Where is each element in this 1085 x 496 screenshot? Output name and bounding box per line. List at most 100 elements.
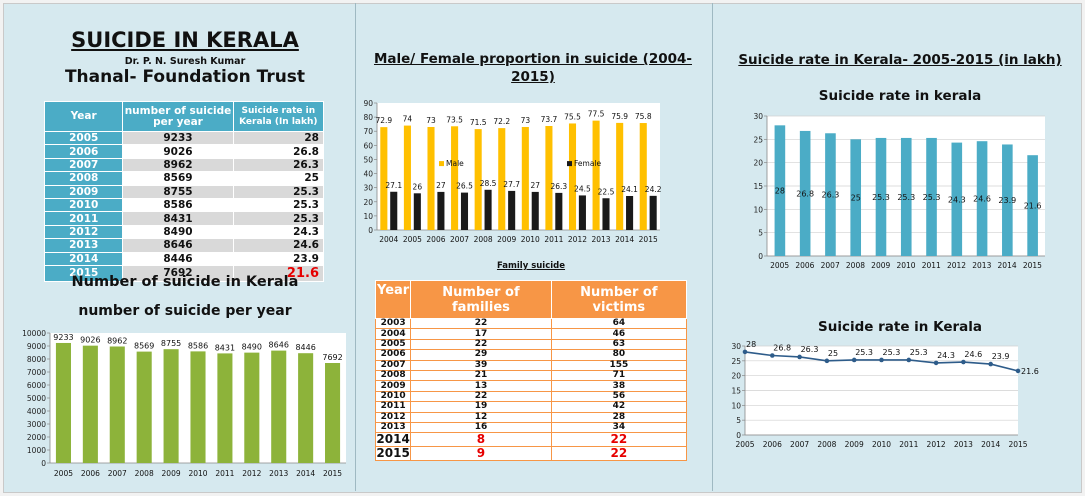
count-chart-title: Number of suicide in Kerala bbox=[71, 274, 299, 290]
data-label: 26.5 bbox=[456, 182, 473, 191]
table-row: 2005 9233 28 bbox=[43, 130, 325, 146]
y-tick-label: 1000 bbox=[27, 446, 46, 455]
bar-2009 bbox=[875, 137, 887, 256]
y-tick-label: 6000 bbox=[27, 381, 46, 390]
bar-2012 bbox=[951, 142, 963, 256]
bar-male-2005 bbox=[403, 125, 411, 230]
family-year-cell: 2015 bbox=[374, 446, 412, 462]
victims-cell: 155 bbox=[550, 359, 688, 371]
data-label: 8446 bbox=[295, 343, 315, 352]
y-tick-label: 15 bbox=[753, 182, 763, 191]
victims-cell: 42 bbox=[550, 401, 688, 413]
year-cell: 2013 bbox=[43, 238, 124, 253]
y-tick-label: 90 bbox=[363, 99, 373, 108]
y-tick-label: 20 bbox=[363, 198, 373, 207]
y-tick-label: 25 bbox=[731, 357, 741, 366]
bar-2014 bbox=[298, 353, 314, 463]
x-tick-label: 2011 bbox=[544, 235, 563, 244]
rate-cell: 24.6 bbox=[232, 238, 325, 253]
x-tick-label: 2005 bbox=[403, 235, 422, 244]
victims-cell: 28 bbox=[550, 411, 688, 423]
point-2010 bbox=[879, 357, 884, 363]
bar-2015 bbox=[325, 363, 341, 463]
count-chart-subtitle: number of suicide per year bbox=[78, 303, 292, 319]
bar-male-2010 bbox=[521, 126, 529, 230]
x-tick-label: 2006 bbox=[81, 469, 100, 478]
bar-2012 bbox=[244, 352, 260, 463]
year-cell: 2015 bbox=[43, 264, 124, 282]
bar-2011 bbox=[926, 137, 937, 256]
family-year-cell: 2010 bbox=[374, 390, 412, 403]
x-tick-label: 2010 bbox=[521, 235, 540, 244]
y-tick-label: 30 bbox=[753, 112, 763, 121]
data-label: 73.7 bbox=[541, 115, 558, 124]
families-cell: 16 bbox=[410, 421, 552, 434]
point-2011 bbox=[906, 357, 912, 363]
family-suicide-table: Year Number of families Number of victim… bbox=[374, 280, 688, 462]
x-tick-label: 2011 bbox=[899, 440, 918, 449]
families-cell: 39 bbox=[410, 359, 552, 371]
x-tick-label: 2013 bbox=[972, 261, 991, 270]
table-row: 2014 8446 23.9 bbox=[43, 251, 325, 266]
x-tick-label: 2005 bbox=[54, 469, 73, 478]
rate-cell: 26.8 bbox=[232, 144, 325, 159]
x-tick-label: 2015 bbox=[1008, 440, 1027, 449]
rate-panel-heading: Suicide rate in Kerala- 2005-2015 (in la… bbox=[738, 52, 1062, 68]
y-tick-label: 8000 bbox=[27, 355, 46, 364]
data-label: 8490 bbox=[242, 343, 262, 352]
table-row: 2013 8646 24.6 bbox=[43, 238, 325, 253]
bar-2007 bbox=[109, 346, 125, 463]
rate-cell: 25.3 bbox=[232, 197, 325, 213]
table-row: 2009 8755 25.3 bbox=[43, 184, 325, 199]
bar-2008 bbox=[136, 351, 152, 463]
year-cell: 2012 bbox=[43, 224, 124, 240]
data-label: 26 bbox=[413, 182, 423, 191]
data-label: 26.3 bbox=[801, 345, 819, 354]
data-label: 25.3 bbox=[883, 348, 901, 357]
victims-cell: 56 bbox=[550, 390, 688, 403]
x-tick-label: 2007 bbox=[790, 440, 809, 449]
families-cell: 22 bbox=[410, 317, 552, 330]
data-label: 24.2 bbox=[645, 185, 662, 194]
x-tick-label: 2006 bbox=[795, 261, 814, 270]
year-cell: 2010 bbox=[43, 197, 124, 213]
point-2006 bbox=[770, 353, 775, 358]
count-cell: 8962 bbox=[122, 157, 234, 173]
x-tick-label: 2005 bbox=[735, 440, 754, 449]
x-tick-label: 2015 bbox=[639, 235, 658, 244]
point-2005 bbox=[742, 349, 748, 355]
suicide-count-bar-chart: 0 1000 2000 3000 4000 5000 6000 7000 8000 9000 100… bbox=[22, 329, 346, 478]
legend-label: Female bbox=[574, 159, 602, 168]
data-label: 75.5 bbox=[564, 112, 581, 121]
data-label: 26.8 bbox=[773, 343, 791, 352]
victims-cell: 64 bbox=[550, 317, 688, 330]
y-tick-label: 30 bbox=[731, 342, 741, 351]
data-label: 28 bbox=[746, 340, 756, 349]
family-col-header-victims: Number of victims bbox=[550, 280, 688, 319]
bar-female-2014 bbox=[626, 195, 634, 230]
y-tick-label: 5 bbox=[736, 416, 741, 425]
x-tick-label: 2006 bbox=[763, 440, 782, 449]
rate-cell: 26.3 bbox=[232, 157, 325, 173]
gender-chart-title: Male/ Female proportion in suicide (2004… bbox=[373, 51, 692, 85]
table-row: 2013 16 34 bbox=[374, 421, 688, 434]
count-cell: 8569 bbox=[122, 171, 234, 186]
y-tick-label: 60 bbox=[363, 141, 373, 150]
x-tick-label: 2015 bbox=[323, 469, 342, 478]
point-2014 bbox=[988, 361, 993, 367]
y-tick-label: 20 bbox=[731, 372, 741, 381]
x-tick-label: 2007 bbox=[821, 261, 840, 270]
bar-male-2013 bbox=[592, 120, 600, 230]
data-label: 73 bbox=[521, 116, 531, 125]
data-label: 72.9 bbox=[375, 116, 392, 125]
bar-female-2010 bbox=[531, 191, 539, 230]
count-cell: 8490 bbox=[122, 224, 234, 240]
bar-female-2004 bbox=[390, 191, 398, 230]
families-cell: 22 bbox=[410, 338, 552, 351]
bar-2006 bbox=[82, 345, 98, 463]
legend-swatch-male bbox=[439, 161, 444, 167]
y-tick-label: 15 bbox=[731, 387, 741, 396]
victims-cell: 22 bbox=[550, 446, 688, 462]
bar-male-2007 bbox=[451, 126, 459, 230]
data-label: 77.5 bbox=[588, 110, 605, 119]
